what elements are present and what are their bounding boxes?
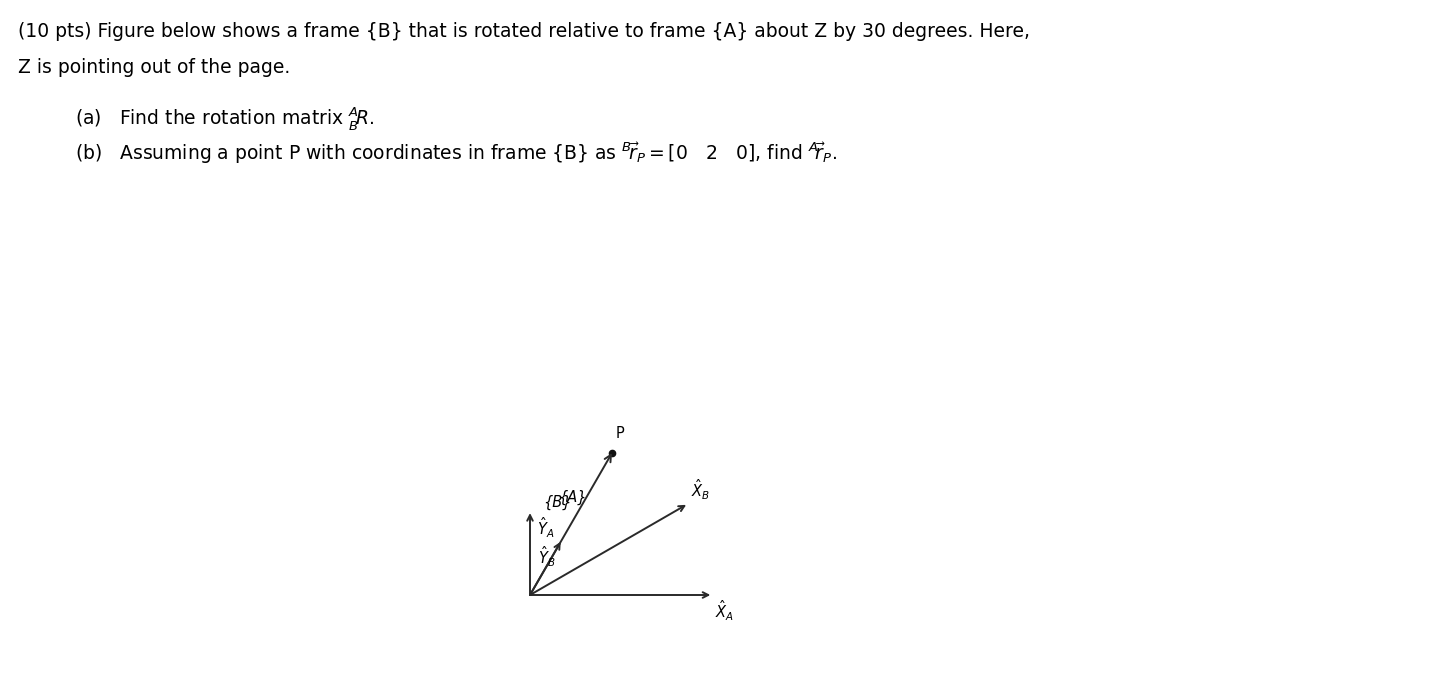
Text: $\hat{X}_A$: $\hat{X}_A$: [716, 598, 734, 623]
Text: {A}: {A}: [559, 490, 586, 505]
Text: (10 pts) Figure below shows a frame {B} that is rotated relative to frame {A} ab: (10 pts) Figure below shows a frame {B} …: [17, 22, 1030, 41]
Text: (a)   Find the rotation matrix ${}^A_B\!R$.: (a) Find the rotation matrix ${}^A_B\!R$…: [75, 105, 374, 132]
Text: $\hat{X}_B$: $\hat{X}_B$: [691, 477, 710, 502]
Text: P: P: [616, 426, 625, 441]
Text: Z is pointing out of the page.: Z is pointing out of the page.: [17, 58, 291, 77]
Text: $\hat{Y}_A$: $\hat{Y}_A$: [537, 515, 554, 540]
Text: {B}: {B}: [543, 495, 572, 510]
Text: $\hat{Y}_B$: $\hat{Y}_B$: [539, 544, 556, 570]
Text: (b)   Assuming a point P with coordinates in frame {B} as ${}^B\!\vec{r}_P = [0 : (b) Assuming a point P with coordinates …: [75, 140, 837, 165]
